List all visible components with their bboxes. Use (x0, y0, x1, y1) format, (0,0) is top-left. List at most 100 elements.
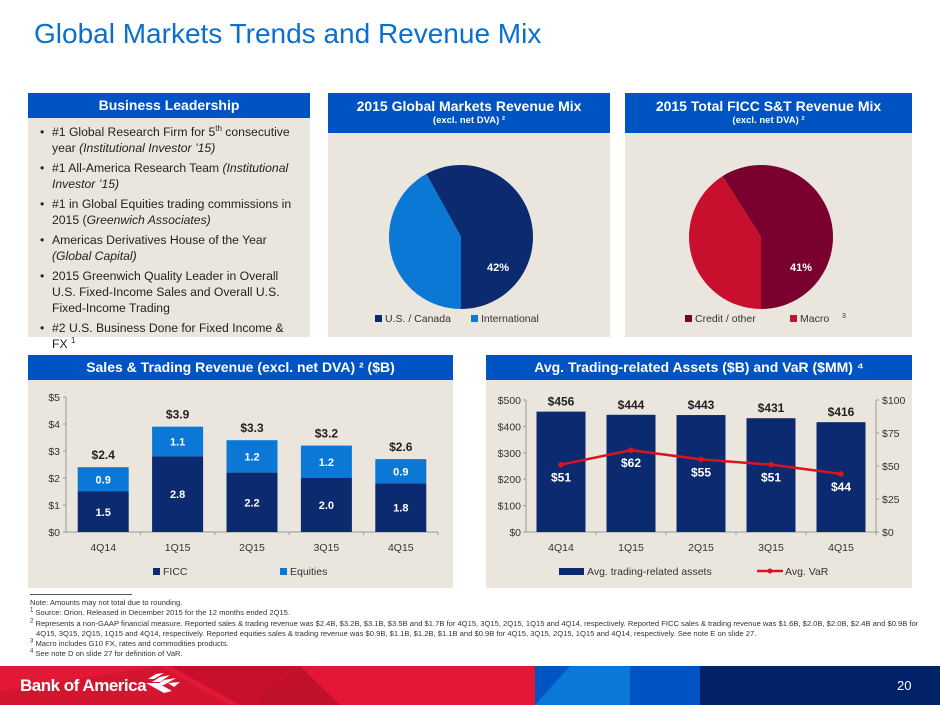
y-left-tick-label: $500 (498, 395, 522, 407)
bar-segment-ficc (375, 483, 427, 532)
bar-value-label: 2.2 (244, 497, 259, 509)
assets-bar (746, 418, 796, 532)
global-markets-mix-header: 2015 Global Markets Revenue Mix (excl. n… (328, 93, 610, 133)
x-tick-label: 3Q15 (314, 542, 340, 554)
y-tick-label: $5 (48, 392, 60, 404)
legend-label: Avg. VaR (785, 566, 829, 578)
var-point (558, 461, 564, 468)
y-right-tick-label: $75 (882, 428, 900, 440)
x-tick-label: 4Q14 (548, 542, 574, 554)
footnote: Note: Amounts may not total due to round… (30, 598, 183, 607)
bar-segment-equities (77, 467, 129, 492)
x-tick-label: 4Q15 (388, 542, 414, 554)
leadership-item: #1 Global Research Firm for 5th consecut… (40, 124, 300, 156)
assets-bar-label: $443 (688, 398, 715, 412)
leadership-item: Americas Derivatives House of the Year (… (40, 232, 300, 264)
y-tick-label: $2 (48, 473, 60, 485)
legend-swatch (559, 568, 584, 575)
flagscape-logo-icon (146, 673, 180, 693)
var-value-label: $62 (621, 456, 641, 470)
x-tick-label: 4Q14 (90, 542, 116, 554)
bar-segment-equities (226, 440, 278, 473)
business-leadership-header: Business Leadership (28, 93, 310, 118)
pie-slice (722, 165, 833, 309)
x-tick-label: 2Q15 (688, 542, 714, 554)
legend-label: Credit / other (695, 313, 756, 325)
y-tick-label: $4 (48, 419, 60, 431)
y-left-tick-label: $300 (498, 448, 522, 460)
assets-bar (816, 422, 866, 532)
business-leadership-panel: Business Leadership #1 Global Research F… (28, 93, 310, 351)
footnote: 1 Source: Orion. Released in December 20… (30, 607, 291, 618)
x-tick-label: 4Q15 (828, 542, 854, 554)
pie1-subtitle: (excl. net DVA) ² (432, 115, 506, 126)
page-title: Global Markets Trends and Revenue Mix (34, 18, 542, 49)
bar-total-label: $3.2 (315, 427, 339, 441)
assets-bar-label: $456 (548, 395, 575, 409)
y-right-tick-label: $100 (882, 395, 906, 407)
bar-total-label: $2.4 (92, 448, 116, 462)
bar-segment-equities (152, 426, 204, 457)
trading-assets-var-chart: $0 $100 $200 $300 $400 $500 $0 $25 $50 $75 $100 $45… (498, 395, 906, 578)
y-tick-label: $1 (48, 500, 60, 512)
var-point (768, 461, 774, 468)
pie1-title: 2015 Global Markets Revenue Mix (356, 98, 582, 114)
bar-value-label: 0.9 (393, 466, 408, 478)
bar-segment-ficc (152, 456, 204, 532)
legend-swatch (375, 315, 382, 322)
business-leadership-title: Business Leadership (98, 97, 240, 113)
var-point (628, 447, 634, 453)
ficc-mix-header: 2015 Total FICC S&T Revenue Mix (excl. n… (625, 93, 912, 133)
bar-value-label: 1.8 (393, 503, 408, 515)
leadership-item: #2 U.S. Business Done for Fixed Income &… (40, 320, 300, 352)
pie2-title: 2015 Total FICC S&T Revenue Mix (655, 98, 882, 114)
legend-swatch (790, 315, 797, 322)
bar-segment-equities (300, 445, 352, 478)
bar-segment-equities (375, 459, 427, 484)
y-right-tick-label: $50 (882, 461, 900, 473)
bar-total-label: $3.9 (166, 408, 190, 422)
pie-slice (389, 173, 461, 309)
legend-footnote-marker: 3 (842, 313, 846, 320)
business-leadership-list: #1 Global Research Firm for 5th consecut… (28, 118, 310, 352)
y-tick-label: $0 (48, 527, 60, 539)
pie2-subtitle: (excl. net DVA) ² (732, 115, 805, 126)
pie-slice-label: 41% (790, 262, 812, 274)
y-tick-label: $3 (48, 446, 60, 458)
trading-assets-var-header: Avg. Trading-related Assets ($B) and VaR… (486, 355, 912, 380)
bar1-title: Sales & Trading Revenue (excl. net DVA) … (86, 359, 395, 375)
legend-label: Equities (290, 566, 327, 578)
assets-bar-label: $431 (758, 401, 785, 415)
bar-segment-ficc (300, 478, 352, 532)
var-value-label: $51 (551, 471, 571, 485)
bar-value-label: 0.9 (96, 474, 111, 486)
sales-trading-panel: Sales & Trading Revenue (excl. net DVA) … (28, 355, 453, 588)
global-markets-mix-panel: 2015 Global Markets Revenue Mix (excl. n… (328, 93, 610, 337)
assets-bar-label: $416 (828, 405, 855, 419)
bar-value-label: 2.8 (170, 489, 185, 501)
trading-assets-var-panel: Avg. Trading-related Assets ($B) and VaR… (486, 355, 912, 588)
bar-value-label: 1.2 (319, 457, 334, 469)
legend-swatch (471, 315, 478, 322)
pie-slice (689, 176, 761, 309)
x-tick-label: 2Q15 (239, 542, 265, 554)
x-tick-label: 1Q15 (165, 542, 191, 554)
bar-segment-ficc (226, 472, 278, 532)
bar-segment-ficc (77, 491, 129, 532)
y-right-tick-label: $0 (882, 527, 894, 539)
legend-swatch (153, 568, 160, 575)
leadership-item: #1 in Global Equities trading commission… (40, 196, 300, 228)
bar-total-label: $2.6 (389, 440, 413, 454)
assets-bar (536, 411, 586, 532)
pie-slice-label: 42% (487, 262, 509, 274)
y-left-tick-label: $400 (498, 421, 522, 433)
bar-value-label: 1.5 (96, 507, 111, 519)
legend-label: Macro (800, 313, 829, 325)
var-value-label: $55 (691, 465, 711, 479)
legend-swatch (280, 568, 287, 575)
bar-value-label: 1.1 (170, 437, 185, 449)
var-value-label: $51 (761, 471, 781, 485)
x-tick-label: 1Q15 (618, 542, 644, 554)
